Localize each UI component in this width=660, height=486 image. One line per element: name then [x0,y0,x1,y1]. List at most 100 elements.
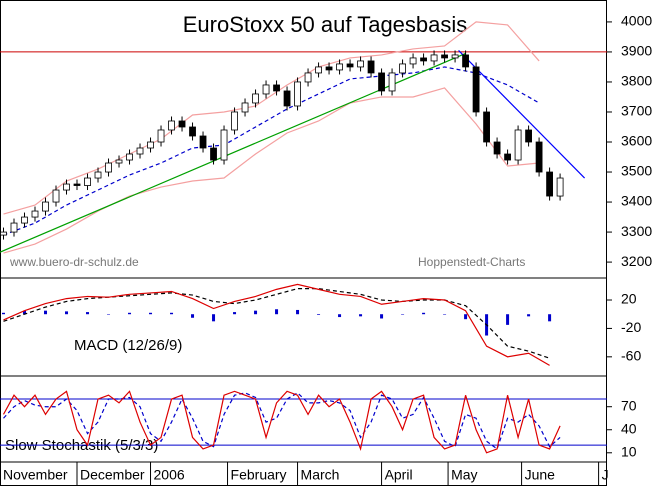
line [3,283,550,366]
candle-body [189,126,196,137]
candle-body [168,120,175,131]
histogram-bar [170,312,174,315]
candle-body [294,81,301,107]
candle-body [157,129,165,143]
histogram-bar [506,314,510,325]
histogram-bar [212,314,216,322]
y-tick-label: 3800 [621,73,652,89]
candle-body [399,63,406,74]
histogram-bar [296,309,300,315]
x-tick-label: April [385,467,413,483]
histogram-bar [107,314,111,315]
line [3,21,540,215]
candle-body [325,66,333,71]
candle-body [105,162,112,173]
line [3,87,540,254]
candle-body [136,147,144,155]
line [3,288,550,359]
candle-body [147,141,154,149]
histogram-bar [275,309,279,315]
y-tick-label: 3900 [621,43,652,59]
candle-body [462,54,469,68]
histogram-bar [401,314,405,315]
x-tick-label: February [231,467,287,483]
candle-body [178,120,186,128]
candle-body [493,141,501,155]
histogram-bar [359,314,363,317]
histogram-bar [233,312,237,315]
x-tick-label: J [602,467,609,483]
candle-body [273,84,280,92]
candle-body [472,66,480,113]
y-tick-label: 3300 [621,223,652,239]
candle-body [556,177,564,197]
line [458,50,586,179]
candle-body [73,183,81,186]
line [2,390,561,454]
candle-body [126,153,133,161]
histogram-bar [380,314,384,319]
candle-body [252,93,259,104]
histogram-bar [191,314,195,318]
candle-body [241,102,249,113]
y-tick-label: -20 [621,319,641,335]
candle-body [451,54,459,59]
candle-body [430,54,438,62]
candle-body [514,129,522,161]
candle-body [52,189,60,203]
candle-body [378,72,385,92]
histogram-bar [527,314,531,317]
frame [0,0,607,486]
x-tick-label: 2006 [154,467,185,483]
annotation: Hoppenstedt-Charts [418,255,525,269]
candle-body [336,63,343,71]
chart-title: EuroStoxx 50 auf Tagesbasis [183,12,468,37]
candle-body [304,72,312,83]
candle-body [210,147,217,161]
histogram-bar [44,310,48,315]
histogram-bar [422,312,426,315]
x-tick-label: November [3,467,68,483]
candle-body [483,111,490,143]
histogram-bar [23,310,27,315]
histogram-bar [149,312,153,315]
candle-body [315,66,322,74]
candle-body [199,135,207,149]
histogram-bar [128,312,132,315]
candle-body [367,60,375,74]
x-tick-label: June [525,467,556,483]
histogram-bar [338,314,342,318]
candle-body [94,171,102,179]
histogram-bar [317,314,321,315]
candle-body [220,129,228,161]
candle-body [262,84,270,95]
y-tick-label: -60 [621,348,641,364]
candle-body [84,177,91,186]
candle-body [525,129,532,143]
line [3,66,540,236]
candle-body [31,210,39,218]
y-tick-label: 4000 [621,13,652,29]
candle-body [546,171,553,197]
candle-body [21,216,28,224]
candle-body [420,57,427,62]
histogram-bar [254,310,258,315]
annotation: www.buero-dr-schulz.de [9,255,139,269]
y-tick-label: 3200 [621,253,652,269]
x-tick-label: March [301,467,340,483]
histogram-bar [2,312,6,315]
candle-body [504,153,511,161]
histogram-bar [548,314,552,322]
y-tick-label: 10 [621,443,637,459]
panel-label: MACD (12/26/9) [74,337,182,354]
y-tick-label: 3700 [621,103,652,119]
candle-body [357,60,364,68]
candle-body [10,222,18,233]
histogram-bar [86,312,90,315]
candle-body [409,57,417,65]
candle-body [283,90,291,107]
line [0,52,466,253]
y-tick-label: 40 [621,420,637,436]
candle-body [42,201,49,212]
